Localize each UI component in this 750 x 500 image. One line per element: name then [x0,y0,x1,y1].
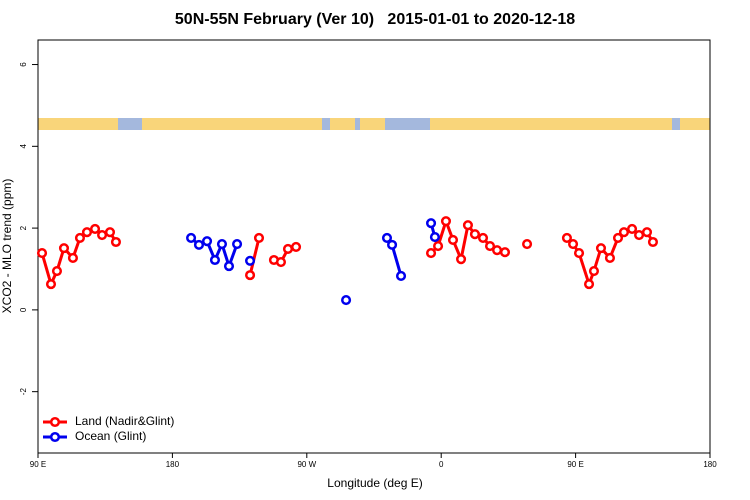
point [477,232,489,243]
point [612,232,624,243]
point [634,230,645,241]
point [110,236,122,248]
point [193,239,205,250]
legend-label: Ocean (Glint) [75,429,146,443]
point [499,247,511,258]
y-tick-label: 4 [19,144,28,149]
plot-frame [37,39,711,454]
x-tick-label: 180 [703,460,717,469]
x-axis-label: Longitude (deg E) [327,476,422,490]
point [492,245,503,256]
point [447,234,459,246]
point [381,232,393,243]
point [395,270,407,281]
point [216,238,228,250]
legend-marker [49,416,61,428]
x-tick-label: 90 E [30,460,46,469]
point [290,241,302,252]
point [275,256,287,268]
point [104,227,116,238]
point [201,236,213,247]
x-tick-label: 0 [439,460,444,469]
point [387,239,398,250]
point [561,232,572,243]
point [568,238,579,250]
point [209,254,221,266]
point [36,247,48,259]
x-tick-label: 180 [166,460,180,469]
point [469,229,480,240]
legend-marker [49,431,61,443]
point [245,270,256,281]
legend-label: Land (Nadir&Glint) [75,414,174,428]
point [595,243,607,254]
map-strip [38,118,710,130]
point [245,255,256,266]
point [97,230,108,241]
point [74,232,86,243]
point [232,238,243,250]
y-tick-label: 0 [19,307,28,312]
point [440,216,452,227]
series-line [40,216,655,289]
point [282,243,294,255]
x-tick-label: 90 W [297,460,316,469]
point [647,236,659,248]
point [522,238,533,250]
point [641,227,653,238]
point [462,220,473,231]
chart-title: 50N-55N February (Ver 10) 2015-01-01 to … [175,11,575,28]
point [425,247,437,259]
point [45,279,57,290]
point [456,254,467,265]
point [604,252,615,263]
point [223,261,235,272]
point [583,279,595,290]
y-tick-label: -2 [19,388,28,396]
y-axis-label: XCO2 - MLO trend (ppm) [0,179,14,314]
point [626,223,638,234]
point [58,243,70,254]
y-tick-label: 6 [19,62,28,67]
point [51,265,63,277]
point [618,227,630,238]
point [484,241,496,252]
point [253,232,265,243]
point [425,218,437,229]
y-tick-label: 2 [19,225,28,230]
point [573,247,585,259]
x-tick-label: 90 E [567,460,583,469]
point [81,227,93,238]
point [67,252,78,263]
point [433,241,444,252]
point [89,223,101,234]
point [341,295,352,306]
point [588,265,600,277]
point [186,232,197,243]
point [429,232,440,243]
